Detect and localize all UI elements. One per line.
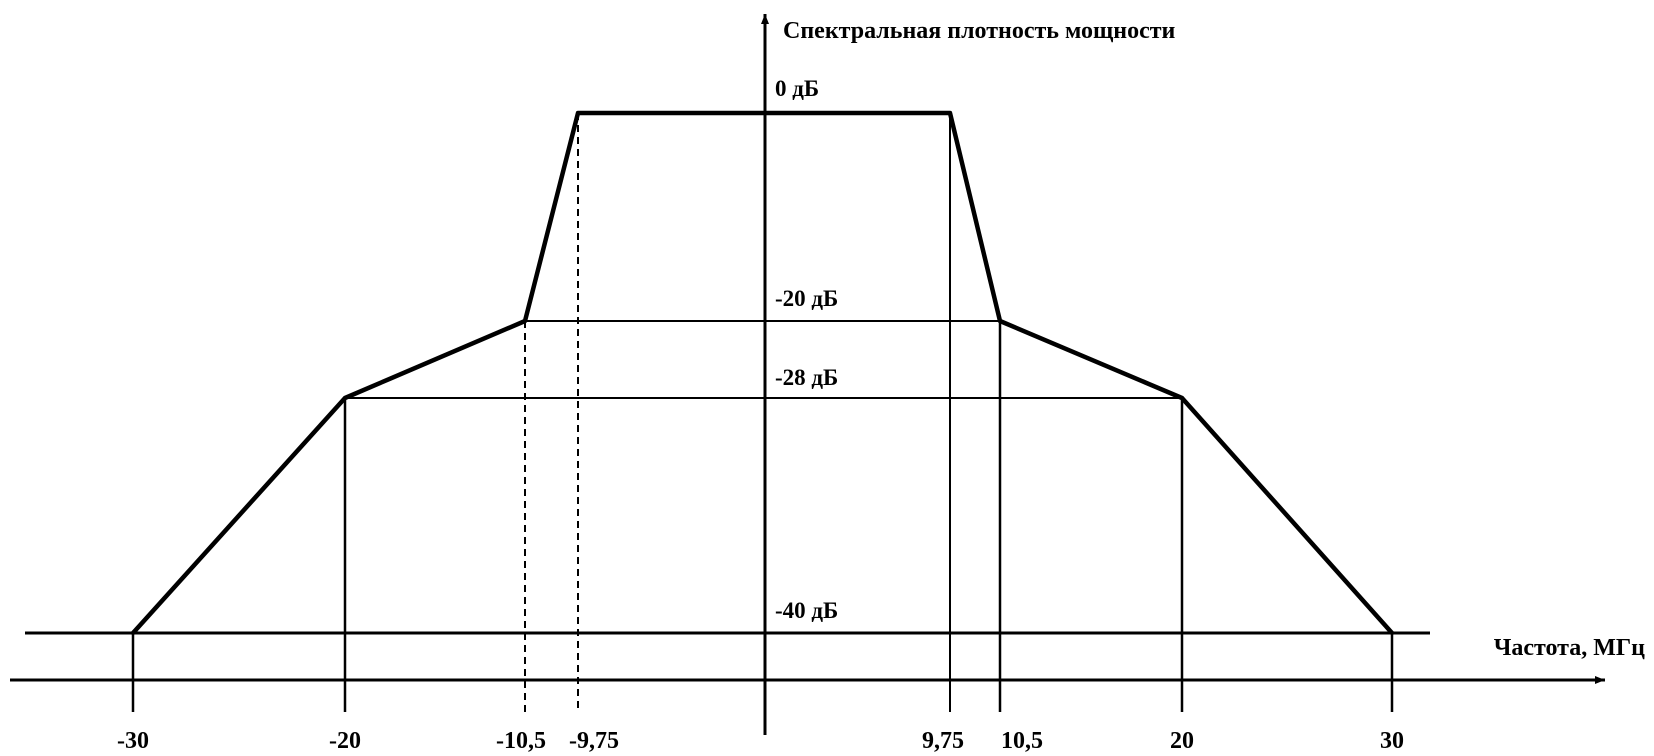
mask-point — [523, 319, 527, 323]
mask-point — [1390, 631, 1394, 635]
y-axis-title: Спектральная плотность мощности — [783, 18, 1176, 44]
mask-point — [998, 319, 1002, 323]
mask-point — [131, 631, 135, 635]
x-tick-minus10-5: -10,5 — [496, 728, 546, 754]
x-tick-10-5: 10,5 — [1001, 728, 1043, 754]
x-tick-minus9-75: -9,75 — [569, 728, 619, 754]
spectral-mask-series — [131, 110, 1394, 635]
db-label-28: -28 дБ — [775, 365, 838, 390]
db-label-40: -40 дБ — [775, 598, 838, 623]
mask-point — [948, 111, 952, 115]
x-axis-title: Частота, МГц — [1494, 635, 1645, 661]
x-tick-9-75: 9,75 — [922, 728, 964, 754]
x-tick-20: 20 — [1170, 728, 1194, 754]
db-label-20: -20 дБ — [775, 286, 838, 311]
db-label-0: 0 дБ — [775, 76, 819, 101]
mask-point — [1180, 396, 1184, 400]
mask-point — [576, 111, 580, 115]
mask-point — [343, 396, 347, 400]
x-tick-minus30: -30 — [117, 728, 149, 754]
x-tick-minus20: -20 — [329, 728, 361, 754]
x-tick-30: 30 — [1380, 728, 1404, 754]
